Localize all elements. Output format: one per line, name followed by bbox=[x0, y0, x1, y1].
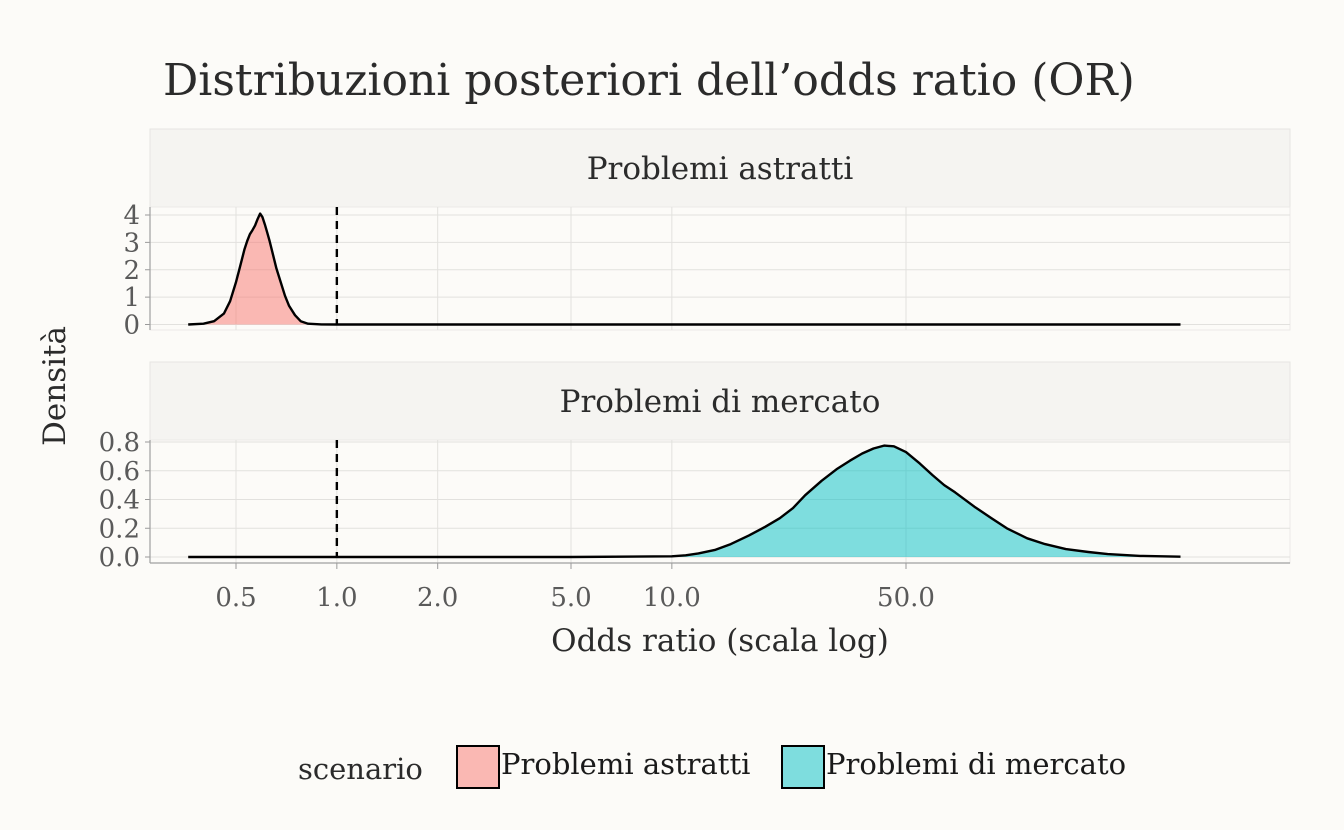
density-line-problemi-di-mercato bbox=[188, 444, 1181, 559]
y-tick-label-problemi-astratti-1: 1 bbox=[123, 283, 140, 313]
panel-problemi-di-mercato: Problemi di mercato 0.00.20.40.60.8 bbox=[99, 361, 1291, 573]
density-line-problemi-astratti bbox=[188, 212, 1181, 326]
x-tick-label-5: 50.0 bbox=[877, 583, 935, 613]
x-tick-label-0: 0.5 bbox=[215, 583, 256, 613]
y-tick-label-problemi-astratti-3: 3 bbox=[123, 228, 140, 258]
chart-title: Distribuzioni posteriori dell’odds ratio… bbox=[163, 55, 1135, 106]
strip-label-problemi-astratti: Problemi astratti bbox=[587, 151, 854, 187]
legend-label-problemi-di-mercato: Problemi di mercato bbox=[826, 747, 1126, 781]
strip-problemi-di-mercato bbox=[149, 361, 1291, 441]
legend-key-problemi-di-mercato bbox=[781, 745, 825, 789]
density-area-problemi-astratti bbox=[188, 213, 1181, 325]
legend-title: scenario bbox=[298, 752, 423, 786]
x-tick-label-3: 5.0 bbox=[550, 583, 591, 613]
strip-label-problemi-di-mercato: Problemi di mercato bbox=[560, 384, 881, 420]
y-tick-label-problemi-di-mercato-0: 0.0 bbox=[99, 543, 140, 573]
plot-area-problemi-astratti bbox=[149, 206, 1291, 331]
y-axis-title: Densità bbox=[37, 326, 73, 446]
x-tick-label-1: 1.0 bbox=[316, 583, 357, 613]
x-tick-label-2: 2.0 bbox=[417, 583, 458, 613]
y-tick-label-problemi-astratti-4: 4 bbox=[123, 201, 140, 231]
y-tick-label-problemi-di-mercato-4: 0.8 bbox=[99, 428, 140, 458]
legend-key-problemi-astratti bbox=[456, 745, 500, 789]
density-area-problemi-di-mercato bbox=[188, 445, 1181, 557]
x-axis: 0.5 1.0 2.0 5.0 10.0 50.0 bbox=[150, 562, 1290, 613]
x-axis-title: Odds ratio (scala log) bbox=[551, 623, 889, 659]
plot-area-problemi-di-mercato bbox=[149, 439, 1291, 564]
legend-label-problemi-astratti: Problemi astratti bbox=[501, 747, 750, 781]
y-tick-label-problemi-di-mercato-2: 0.4 bbox=[99, 486, 140, 516]
legend: scenario Problemi astratti Problemi di m… bbox=[298, 745, 1126, 789]
y-tick-label-problemi-di-mercato-1: 0.2 bbox=[99, 514, 140, 544]
x-tick-label-4: 10.0 bbox=[643, 583, 701, 613]
y-tick-label-problemi-astratti-0: 0 bbox=[123, 311, 140, 341]
strip-problemi-astratti bbox=[149, 128, 1291, 208]
y-tick-label-problemi-di-mercato-3: 0.6 bbox=[99, 457, 140, 487]
y-tick-label-problemi-astratti-2: 2 bbox=[123, 256, 140, 286]
